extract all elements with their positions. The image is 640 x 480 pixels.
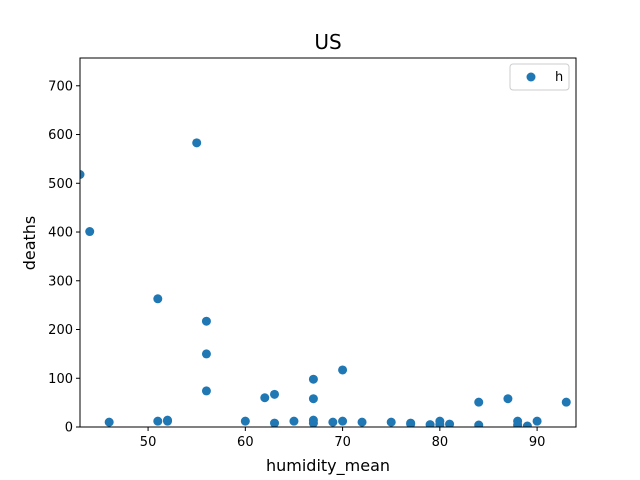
y-tick-label: 200: [48, 323, 73, 338]
data-point: [80, 170, 85, 179]
plot-frame: [79, 57, 577, 428]
data-point: [153, 294, 163, 304]
data-point: [201, 316, 211, 326]
data-point: [201, 386, 211, 396]
data-point: [357, 417, 367, 427]
y-tick-label: 700: [48, 79, 73, 94]
data-point: [503, 394, 513, 404]
legend-marker: [526, 72, 536, 82]
chart-title: US: [314, 30, 341, 54]
data-point: [561, 397, 571, 407]
data-point: [338, 365, 348, 375]
data-point: [425, 420, 435, 427]
legend: h: [509, 63, 570, 91]
x-tick-label: 70: [334, 435, 351, 450]
data-point: [308, 374, 318, 384]
y-tick-label: 500: [48, 177, 73, 192]
y-tick-label: 600: [48, 128, 73, 143]
data-point: [163, 416, 173, 426]
legend-label: h: [555, 70, 563, 85]
y-tick-label: 0: [65, 421, 73, 436]
y-axis-ticks: 0 100 200 300 400 500 600 700: [48, 79, 80, 436]
x-axis-ticks: 50 60 70 80 90: [140, 427, 546, 450]
data-point: [406, 419, 416, 427]
y-tick-label: 100: [48, 372, 73, 387]
data-point: [474, 420, 484, 427]
data-point: [192, 138, 202, 148]
data-point: [270, 389, 280, 399]
data-point: [522, 421, 532, 427]
data-point: [474, 397, 484, 407]
x-tick-label: 90: [529, 435, 546, 450]
data-point: [338, 416, 348, 426]
data-point: [513, 420, 523, 427]
data-point: [260, 393, 270, 403]
data-point: [289, 416, 299, 426]
data-point: [386, 417, 396, 427]
data-points: [80, 138, 571, 427]
data-point: [328, 417, 338, 427]
x-tick-label: 50: [140, 435, 157, 450]
data-point: [85, 227, 95, 237]
data-point: [201, 349, 211, 359]
y-tick-label: 300: [48, 274, 73, 289]
x-tick-label: 60: [237, 435, 254, 450]
y-axis-label: deaths: [20, 216, 39, 271]
data-point: [532, 416, 542, 426]
data-point: [308, 394, 318, 404]
y-tick-label: 400: [48, 226, 73, 241]
x-tick-label: 80: [432, 435, 449, 450]
x-axis-label: humidity_mean: [266, 456, 390, 476]
data-point: [153, 416, 163, 426]
data-point: [445, 419, 455, 427]
legend-box: [509, 63, 570, 91]
data-point: [104, 417, 114, 427]
data-point: [308, 418, 318, 427]
data-point: [270, 418, 280, 427]
data-point: [435, 420, 445, 427]
data-point: [240, 416, 250, 426]
